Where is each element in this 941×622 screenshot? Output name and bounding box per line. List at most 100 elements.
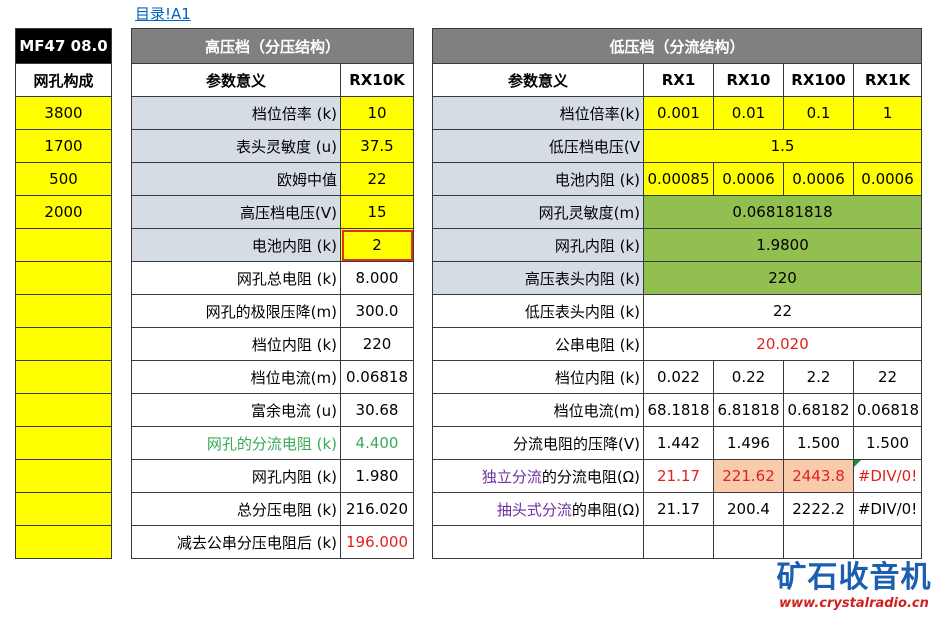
- value: 2222.2: [783, 492, 854, 526]
- cell: [15, 327, 112, 361]
- row: 总分压电阻 (k) 216.020: [131, 492, 415, 526]
- value: 1.980: [339, 459, 415, 493]
- value: 10: [339, 96, 415, 130]
- columns-row: 参数意义 RX1 RX10 RX100 RX1K: [432, 63, 923, 97]
- value: 1.9800: [642, 228, 923, 262]
- cell: [15, 360, 112, 394]
- value: 0.0006: [852, 162, 923, 196]
- row: [15, 360, 112, 394]
- value: 2.2: [783, 360, 854, 394]
- value: #DIV/0!: [852, 459, 923, 493]
- cell: [15, 459, 112, 493]
- row: 档位内阻 (k) 0.022 0.22 2.2 22: [432, 360, 923, 394]
- value: 0.68182: [783, 393, 854, 427]
- value: 4.400: [339, 426, 415, 460]
- row: 抽头式分流的串阻(Ω) 21.17 200.4 2222.2 #DIV/0!: [432, 492, 923, 526]
- label: 总分压电阻 (k): [131, 492, 341, 526]
- label: 网孔的分流电阻 (k): [131, 426, 341, 460]
- header-row: MF47 08.0: [15, 28, 112, 64]
- row: 网孔灵敏度(m) 0.068181818: [432, 195, 923, 229]
- label: 网孔内阻 (k): [432, 228, 644, 262]
- label: 电池内阻 (k): [432, 162, 644, 196]
- value: 0.068181818: [642, 195, 923, 229]
- row: [15, 294, 112, 328]
- value: 1.5: [642, 129, 923, 163]
- column-header: RX100: [783, 63, 854, 97]
- label: 网孔灵敏度(m): [432, 195, 644, 229]
- cell: [713, 525, 784, 559]
- cell: 1700: [15, 129, 112, 163]
- value: 0.22: [713, 360, 784, 394]
- value: 2: [339, 228, 415, 262]
- columns-row: 参数意义 RX10K: [131, 63, 415, 97]
- value: 0.06818: [339, 360, 415, 394]
- row: 网孔内阻 (k) 1.980: [131, 459, 415, 493]
- header-cell: 网孔构成: [15, 63, 112, 97]
- row: 档位倍率(k) 0.001 0.01 0.1 1: [432, 96, 923, 130]
- sheet-link[interactable]: 目录!A1: [135, 5, 191, 23]
- row: 独立分流的分流电阻(Ω) 21.17 221.62 2443.8 #DIV/0!: [432, 459, 923, 493]
- title-row: 低压档（分流结构）: [431, 28, 923, 64]
- cell: 2000: [15, 195, 112, 229]
- low-table: 低压档（分流结构） 参数意义 RX1 RX10 RX100 RX1K 档位倍率(k) 0.00…: [431, 28, 923, 559]
- label-part: 的串阻(Ω): [571, 500, 640, 519]
- row: 公串电阻 (k) 20.020: [432, 327, 923, 361]
- value: 200.4: [713, 492, 784, 526]
- row: 高压表头内阻 (k) 220: [432, 261, 923, 295]
- label: 档位倍率 (k): [131, 96, 341, 130]
- row: 网孔的分流电阻 (k) 4.400: [131, 426, 415, 460]
- logo: 矿石收音机 www.crystalradio.cn: [770, 560, 938, 611]
- row: [15, 525, 112, 559]
- high-table: 高压档（分压结构） 参数意义 RX10K 档位倍率 (k) 10 表头灵敏度 (u) 37.…: [130, 28, 415, 559]
- label: 表头灵敏度 (u): [131, 129, 341, 163]
- label: 网孔内阻 (k): [131, 459, 341, 493]
- cell: 3800: [15, 96, 112, 130]
- row: [432, 525, 923, 559]
- row: 2000: [15, 195, 112, 229]
- value: 68.1818: [643, 393, 714, 427]
- row: 档位电流(m) 68.1818 6.81818 0.68182 0.06818: [432, 393, 923, 427]
- label-part: 的分流电阻(Ω): [541, 467, 640, 486]
- value: 6.81818: [713, 393, 784, 427]
- value: 37.5: [339, 129, 415, 163]
- label: 网孔的极限压降(m): [131, 294, 341, 328]
- value: 1.496: [713, 426, 784, 460]
- row: 网孔总电阻 (k) 8.000: [131, 261, 415, 295]
- label: 低压档电压(V: [432, 129, 644, 163]
- row: 富余电流 (u) 30.68: [131, 393, 415, 427]
- row: 分流电阻的压降(V) 1.442 1.496 1.500 1.500: [432, 426, 923, 460]
- cell: [15, 426, 112, 460]
- value: 0.022: [643, 360, 714, 394]
- label: 减去公串分压电阻后 (k): [131, 525, 341, 559]
- cell: [852, 525, 923, 559]
- row: 3800: [15, 96, 112, 130]
- label: 低压表头内阻 (k): [432, 294, 644, 328]
- row: 网孔的极限压降(m) 300.0: [131, 294, 415, 328]
- value: 1.500: [852, 426, 923, 460]
- row: 档位内阻 (k) 220: [131, 327, 415, 361]
- title-row: 高压档（分压结构）: [130, 28, 415, 64]
- row: [15, 228, 112, 262]
- row: 减去公串分压电阻后 (k) 196.000: [131, 525, 415, 559]
- row: 档位电流(m) 0.06818: [131, 360, 415, 394]
- row: 低压表头内阻 (k) 22: [432, 294, 923, 328]
- value: 8.000: [339, 261, 415, 295]
- value: #DIV/0!: [852, 492, 923, 526]
- row: [15, 492, 112, 526]
- value: 30.68: [339, 393, 415, 427]
- label: 抽头式分流的串阻(Ω): [432, 492, 644, 526]
- label: 高压档电压(V): [131, 195, 341, 229]
- row: [15, 459, 112, 493]
- value: 216.020: [339, 492, 415, 526]
- row: [15, 393, 112, 427]
- row: 档位倍率 (k) 10: [131, 96, 415, 130]
- value: 0.01: [713, 96, 784, 130]
- title-cell: 高压档（分压结构）: [130, 28, 415, 64]
- title-cell: 低压档（分流结构）: [431, 28, 923, 64]
- cell: [783, 525, 854, 559]
- value: 1: [852, 96, 923, 130]
- logo-url: www.crystalradio.cn: [779, 596, 929, 611]
- subheader-row: 网孔构成: [15, 63, 112, 97]
- value: 0.001: [643, 96, 714, 130]
